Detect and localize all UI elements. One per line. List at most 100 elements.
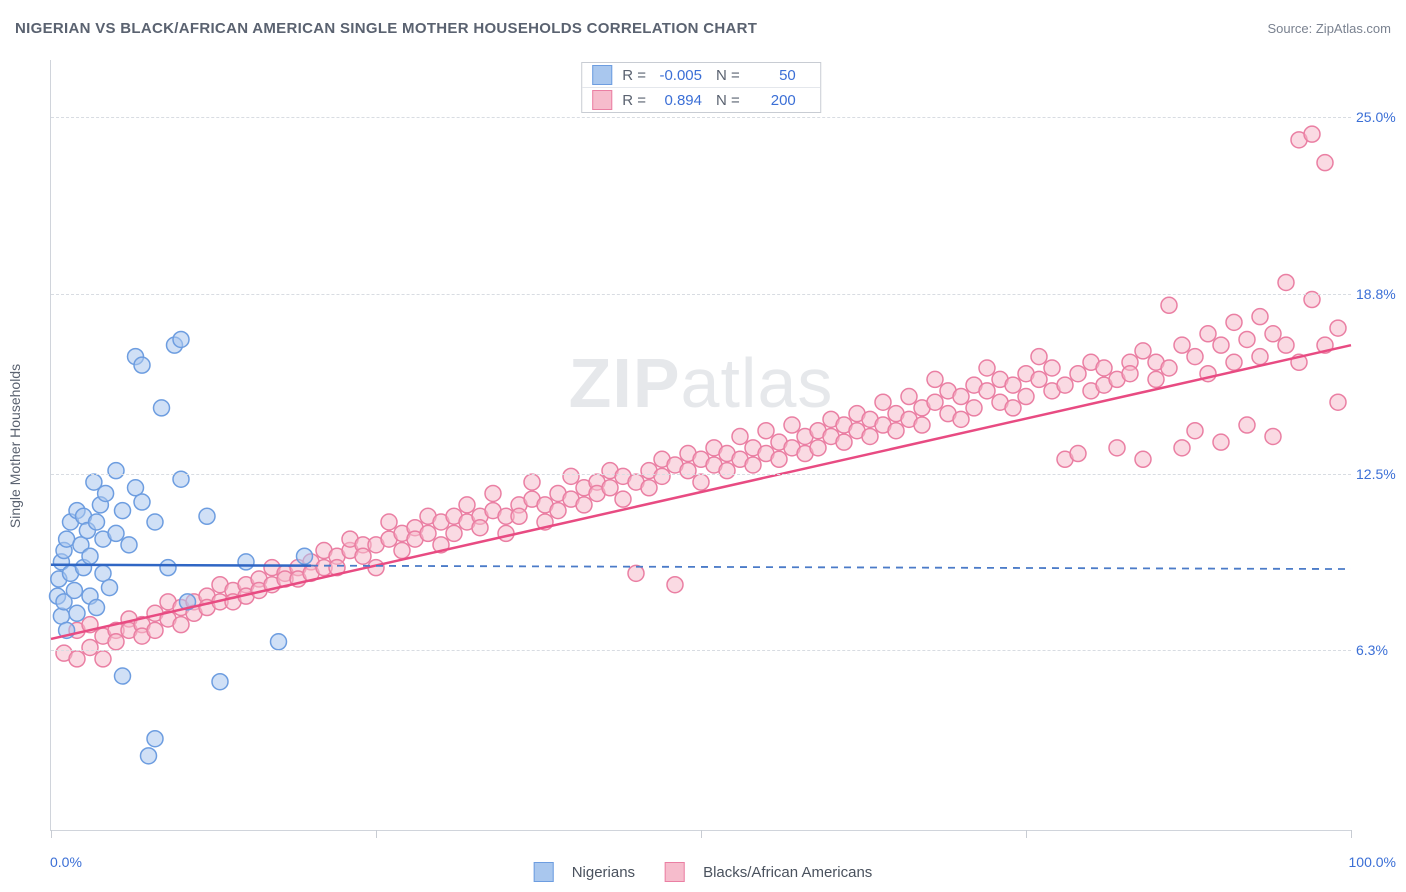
data-point <box>1304 126 1320 142</box>
data-point <box>836 434 852 450</box>
n-value-blacks: 200 <box>744 92 796 109</box>
data-point <box>1330 320 1346 336</box>
data-point <box>953 411 969 427</box>
x-label-left: 0.0% <box>50 854 82 870</box>
swatch-blacks <box>592 90 612 110</box>
chart-title: NIGERIAN VS BLACK/AFRICAN AMERICAN SINGL… <box>15 20 757 37</box>
data-point <box>1226 354 1242 370</box>
data-point <box>784 417 800 433</box>
data-point <box>979 360 995 376</box>
data-point <box>108 463 124 479</box>
data-point <box>1187 423 1203 439</box>
ytick-label: 25.0% <box>1356 109 1406 125</box>
data-point <box>927 394 943 410</box>
data-point <box>95 651 111 667</box>
legend-swatch-nigerians <box>534 862 554 882</box>
data-point <box>1239 417 1255 433</box>
r-value-nigerians: -0.005 <box>650 67 702 84</box>
ytick-label: 12.5% <box>1356 466 1406 482</box>
gridline-h <box>51 117 1351 118</box>
data-point <box>1239 331 1255 347</box>
trend-line <box>51 565 311 566</box>
data-point <box>732 428 748 444</box>
data-point <box>1096 360 1112 376</box>
data-point <box>1265 428 1281 444</box>
data-point <box>875 394 891 410</box>
data-point <box>758 423 774 439</box>
data-point <box>381 514 397 530</box>
data-point <box>1252 349 1268 365</box>
data-point <box>1057 377 1073 393</box>
data-point <box>1330 394 1346 410</box>
data-point <box>602 480 618 496</box>
data-point <box>154 400 170 416</box>
ytick-label: 6.3% <box>1356 642 1406 658</box>
data-point <box>102 580 118 596</box>
n-label: N = <box>716 67 740 84</box>
r-value-blacks: 0.894 <box>650 92 702 109</box>
source-name: ZipAtlas.com <box>1316 21 1391 36</box>
data-point <box>89 600 105 616</box>
data-point <box>134 494 150 510</box>
r-label: R = <box>622 92 646 109</box>
data-point <box>147 514 163 530</box>
data-point <box>446 525 462 541</box>
data-point <box>498 525 514 541</box>
data-point <box>1174 440 1190 456</box>
xtick <box>376 830 377 838</box>
xtick <box>701 830 702 838</box>
data-point <box>1161 297 1177 313</box>
xtick <box>1026 830 1027 838</box>
data-point <box>82 548 98 564</box>
data-point <box>641 480 657 496</box>
x-label-right: 100.0% <box>1349 854 1396 870</box>
data-point <box>134 357 150 373</box>
data-point <box>1278 337 1294 353</box>
data-point <box>1109 440 1125 456</box>
data-point <box>212 674 228 690</box>
data-point <box>147 731 163 747</box>
data-point <box>667 577 683 593</box>
swatch-nigerians <box>592 65 612 85</box>
data-point <box>1070 446 1086 462</box>
data-point <box>1187 349 1203 365</box>
data-point <box>1252 309 1268 325</box>
data-point <box>628 565 644 581</box>
n-value-nigerians: 50 <box>744 67 796 84</box>
data-point <box>69 651 85 667</box>
data-point <box>141 748 157 764</box>
bottom-legend: Nigerians Blacks/African Americans <box>534 862 873 882</box>
correlation-stats-box: R = -0.005 N = 50 R = 0.894 N = 200 <box>581 62 821 113</box>
data-point <box>271 634 287 650</box>
stats-row-nigerians: R = -0.005 N = 50 <box>582 63 820 87</box>
data-point <box>1044 360 1060 376</box>
data-point <box>1031 349 1047 365</box>
data-point <box>147 622 163 638</box>
data-point <box>115 503 131 519</box>
data-point <box>576 497 592 513</box>
data-point <box>355 548 371 564</box>
data-point <box>615 491 631 507</box>
gridline-h <box>51 650 1351 651</box>
data-point <box>1070 366 1086 382</box>
data-point <box>66 582 82 598</box>
n-label: N = <box>716 92 740 109</box>
gridline-h <box>51 474 1351 475</box>
xtick <box>51 830 52 838</box>
legend-swatch-blacks <box>665 862 685 882</box>
data-point <box>108 525 124 541</box>
data-point <box>810 440 826 456</box>
legend-item-blacks: Blacks/African Americans <box>665 862 872 882</box>
data-point <box>563 468 579 484</box>
r-label: R = <box>622 67 646 84</box>
stats-row-blacks: R = 0.894 N = 200 <box>582 87 820 112</box>
data-point <box>121 537 137 553</box>
scatter-svg <box>51 60 1351 830</box>
data-point <box>1135 451 1151 467</box>
data-point <box>771 451 787 467</box>
data-point <box>1148 371 1164 387</box>
data-point <box>108 634 124 650</box>
trend-line <box>311 566 1351 569</box>
legend-label-blacks: Blacks/African Americans <box>703 864 872 881</box>
data-point <box>901 389 917 405</box>
